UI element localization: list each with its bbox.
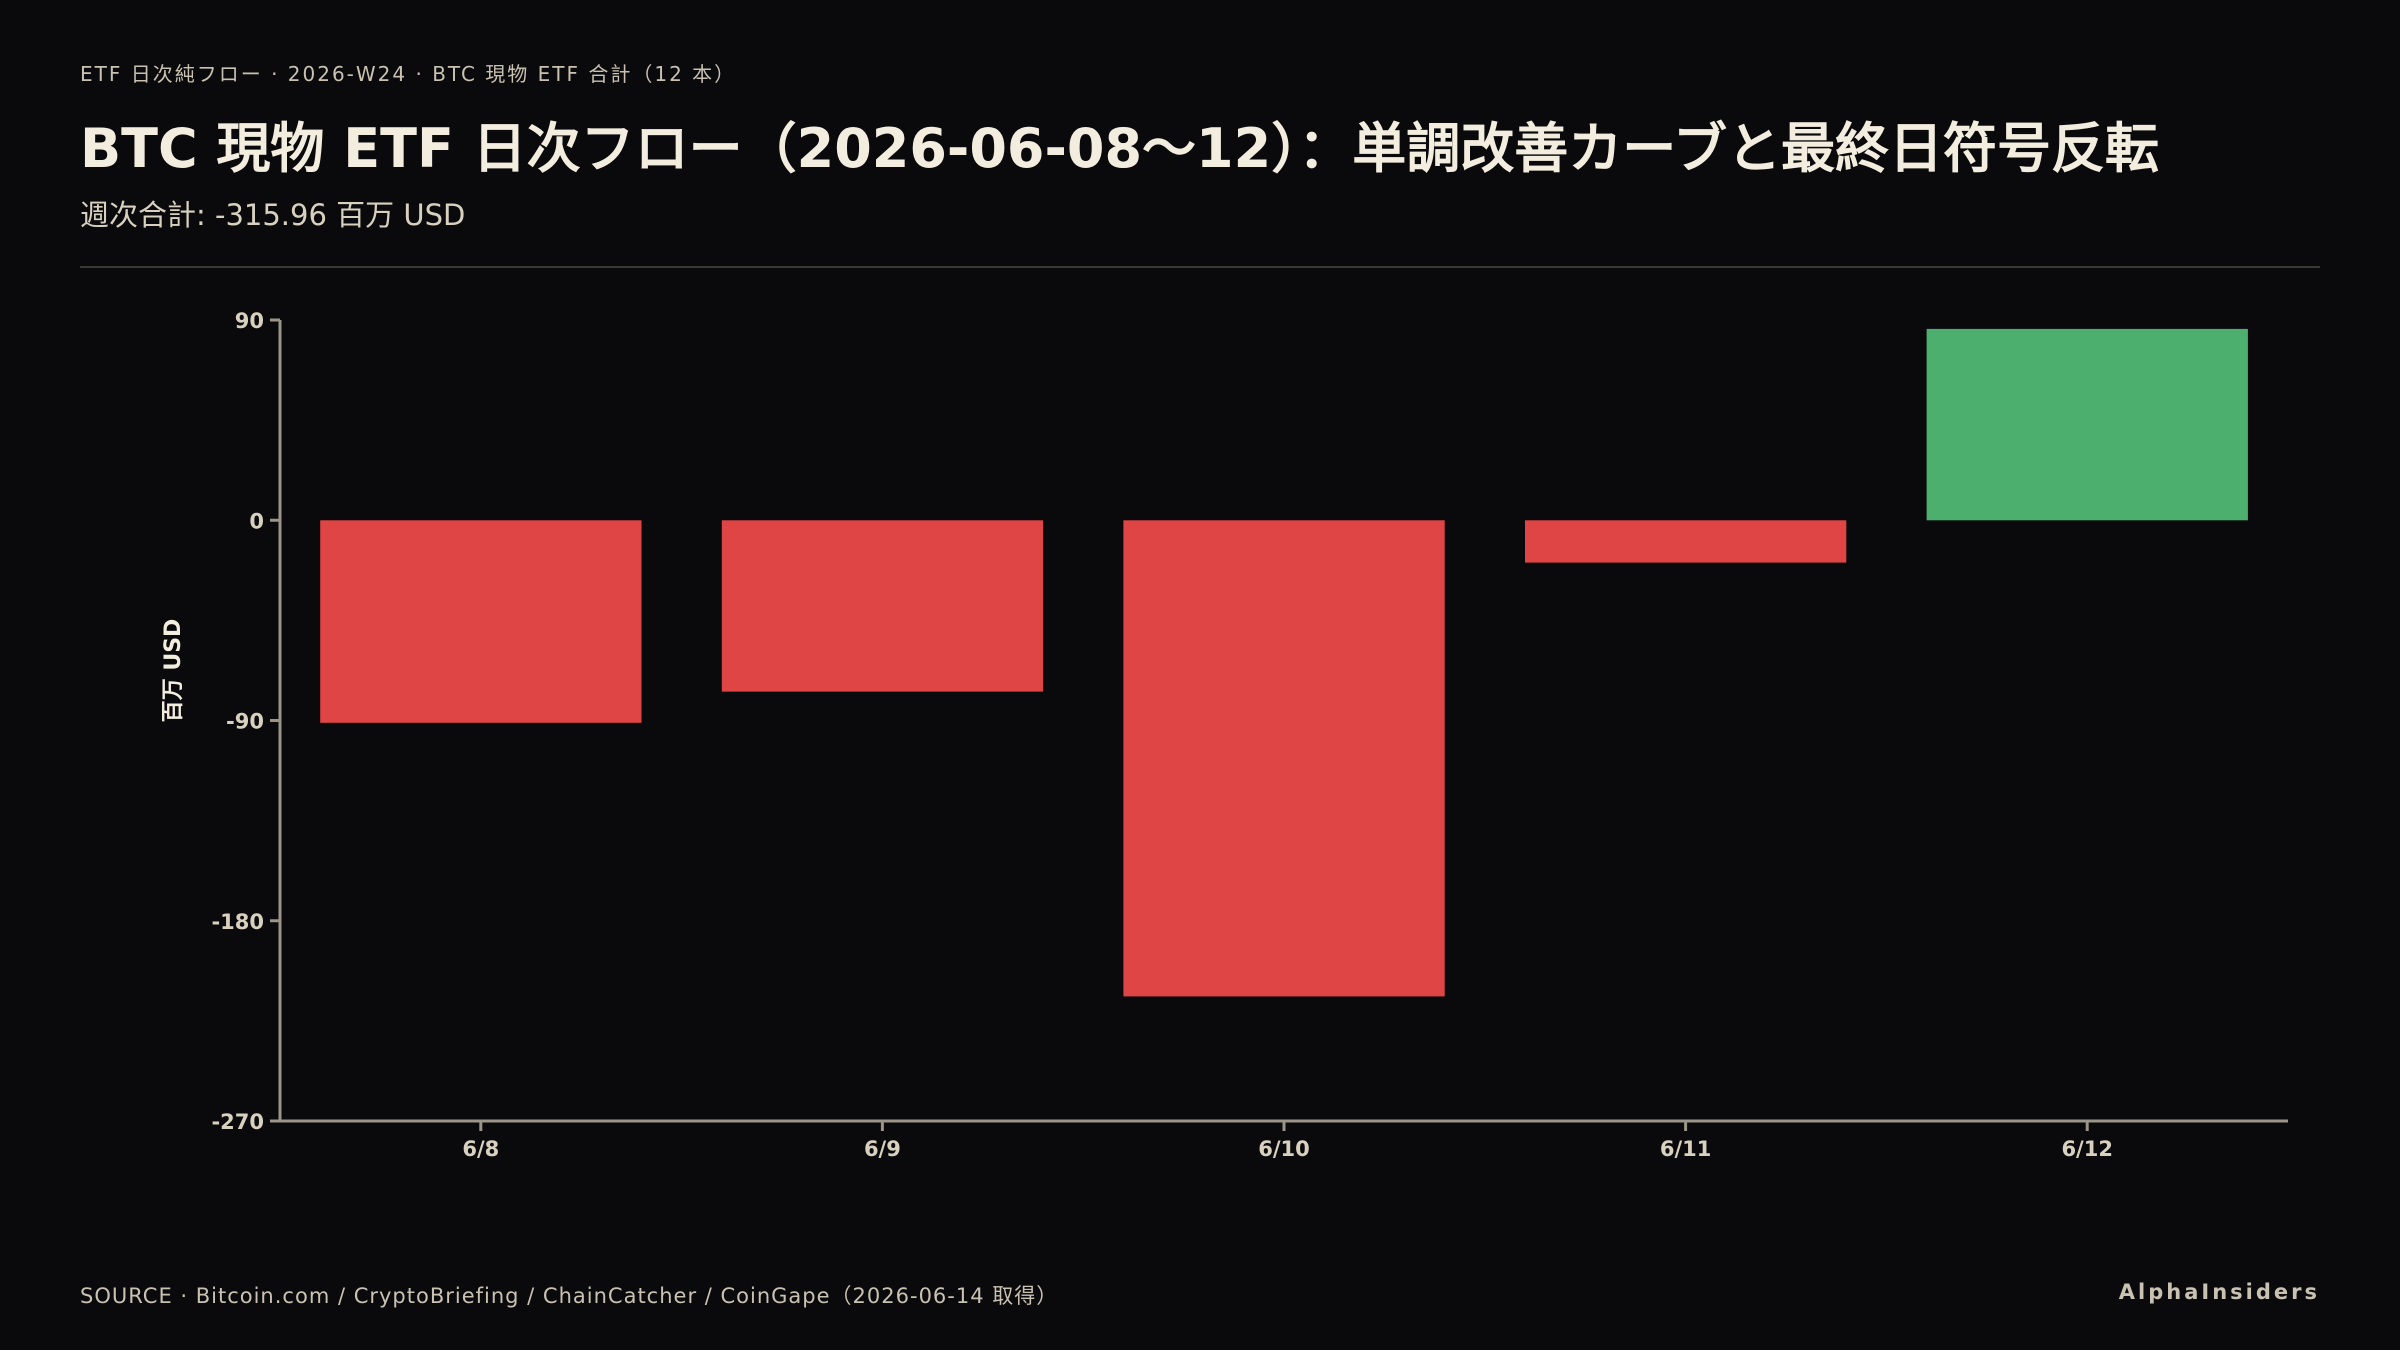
y-tick-label: -180 xyxy=(211,910,264,934)
footer-source: SOURCE · Bitcoin.com / CryptoBriefing / … xyxy=(80,1284,1059,1308)
bar-6-8 xyxy=(320,520,642,723)
x-tick-label: 6/8 xyxy=(462,1137,499,1161)
header-divider xyxy=(80,266,2320,268)
bar-6-11 xyxy=(1525,520,1847,563)
y-tick-label: 90 xyxy=(235,309,264,333)
y-tick-label: -90 xyxy=(226,710,264,734)
y-tick-label: -270 xyxy=(211,1110,264,1134)
x-tick-label: 6/12 xyxy=(2061,1137,2113,1161)
y-axis-label: 百万 USD xyxy=(161,619,186,723)
chart-subtitle: 週次合計: -315.96 百万 USD xyxy=(80,198,466,232)
x-tick-label: 6/9 xyxy=(864,1137,901,1161)
chart-title: BTC 現物 ETF 日次フロー（2026-06-08〜12）：単調改善カーブと… xyxy=(80,117,2159,180)
bar-6-10 xyxy=(1123,520,1445,997)
y-tick-label: 0 xyxy=(249,509,264,533)
chart-kicker: ETF 日次純フロー · 2026-W24 · BTC 現物 ETF 合計（12… xyxy=(80,62,737,86)
footer-brand: AlphaInsiders xyxy=(2118,1280,2320,1304)
x-tick-label: 6/11 xyxy=(1660,1137,1712,1161)
bar-6-9 xyxy=(721,520,1044,692)
bar-6-12 xyxy=(1926,328,2248,521)
x-tick-label: 6/10 xyxy=(1258,1137,1310,1161)
